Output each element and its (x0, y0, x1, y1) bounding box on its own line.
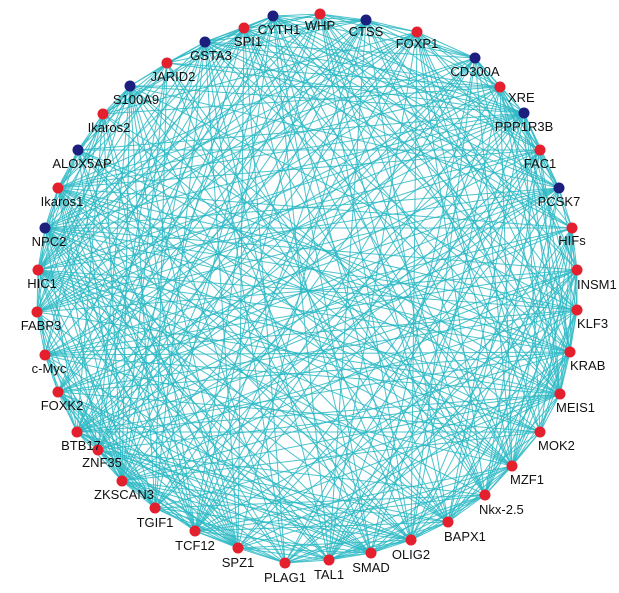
node-BTB17[interactable] (72, 427, 83, 438)
node-label-FAC1: FAC1 (524, 156, 557, 171)
node-label-NPC2: NPC2 (32, 234, 67, 249)
edge-Nkx-2.5-GSTA3 (205, 42, 485, 495)
node-label-INSM1: INSM1 (577, 277, 617, 292)
node-label-TAL1: TAL1 (314, 567, 344, 582)
node-label-ALOX5AP: ALOX5AP (52, 156, 111, 171)
node-INSM1[interactable] (572, 265, 583, 276)
node-label-TCF12: TCF12 (175, 538, 215, 553)
node-KRAB[interactable] (565, 347, 576, 358)
node-MEIS1[interactable] (555, 389, 566, 400)
node-label-PLAG1: PLAG1 (264, 570, 306, 585)
node-ALOX5AP[interactable] (73, 145, 84, 156)
node-FAC1[interactable] (535, 145, 546, 156)
node-FOXK2[interactable] (53, 387, 64, 398)
node-TGIF1[interactable] (150, 503, 161, 514)
node-SPZ1[interactable] (233, 543, 244, 554)
node-label-CYTH1: CYTH1 (258, 22, 301, 37)
node-label-TGIF1: TGIF1 (137, 515, 174, 530)
node-label-JARID2: JARID2 (151, 69, 196, 84)
node-label-SMAD: SMAD (352, 560, 390, 575)
node-PLAG1[interactable] (280, 558, 291, 569)
node-label-FABP3: FABP3 (21, 318, 61, 333)
node-SPI1[interactable] (239, 23, 250, 34)
node-label-S100A9: S100A9 (113, 92, 159, 107)
node-XRE[interactable] (495, 82, 506, 93)
node-JARID2[interactable] (162, 58, 173, 69)
node-PCSK7[interactable] (554, 183, 565, 194)
node-KLF3[interactable] (572, 305, 583, 316)
node-Ikaros2[interactable] (98, 109, 109, 120)
node-Ikaros1[interactable] (53, 183, 64, 194)
node-label-CD300A: CD300A (450, 64, 499, 79)
node-label-HIFs: HIFs (558, 233, 586, 248)
node-label-KRAB: KRAB (570, 358, 605, 373)
edge-PLAG1-FOXK2 (58, 392, 285, 563)
node-CD300A[interactable] (470, 53, 481, 64)
node-label-OLIG2: OLIG2 (392, 547, 430, 562)
node-TAL1[interactable] (324, 555, 335, 566)
node-label-KLF3: KLF3 (577, 316, 608, 331)
node-label-GSTA3: GSTA3 (190, 48, 232, 63)
edge-FOXP1-TCF12 (195, 32, 417, 531)
node-label-ZNF35: ZNF35 (82, 455, 122, 470)
node-label-XRE: XRE (508, 90, 535, 105)
node-HIFs[interactable] (567, 223, 578, 234)
node-label-CTSS: CTSS (349, 24, 384, 39)
node-BAPX1[interactable] (443, 517, 454, 528)
node-label-Nkx-2.5: Nkx-2.5 (479, 502, 524, 517)
edge-BAPX1-ALOX5AP (78, 150, 448, 522)
node-PPP1R3B[interactable] (519, 108, 530, 119)
node-NPC2[interactable] (40, 223, 51, 234)
node-label-FOXP1: FOXP1 (396, 36, 439, 51)
node-c-Myc[interactable] (40, 350, 51, 361)
edge-Nkx-2.5-JARID2 (167, 63, 485, 495)
node-HIC1[interactable] (33, 265, 44, 276)
node-S100A9[interactable] (125, 81, 136, 92)
node-label-MZF1: MZF1 (510, 472, 544, 487)
node-label-FOXK2: FOXK2 (41, 398, 84, 413)
node-ZKSCAN3[interactable] (117, 476, 128, 487)
node-MZF1[interactable] (507, 461, 518, 472)
node-label-MEIS1: MEIS1 (556, 400, 595, 415)
edge-HIC1-SPI1 (38, 28, 244, 270)
node-label-BTB17: BTB17 (61, 438, 101, 453)
node-label-BAPX1: BAPX1 (444, 529, 486, 544)
node-OLIG2[interactable] (406, 535, 417, 546)
node-CYTH1[interactable] (268, 11, 279, 22)
node-MOK2[interactable] (535, 427, 546, 438)
node-FABP3[interactable] (32, 307, 43, 318)
node-label-HIC1: HIC1 (27, 276, 57, 291)
node-label-ZKSCAN3: ZKSCAN3 (94, 487, 154, 502)
node-GSTA3[interactable] (200, 37, 211, 48)
node-Nkx-2.5[interactable] (480, 490, 491, 501)
node-label-SPZ1: SPZ1 (222, 555, 255, 570)
node-label-MOK2: MOK2 (538, 438, 575, 453)
edge-MOK2-S100A9 (130, 86, 540, 432)
node-TCF12[interactable] (190, 526, 201, 537)
node-SMAD[interactable] (366, 548, 377, 559)
node-label-Ikaros1: Ikaros1 (41, 194, 84, 209)
node-label-Ikaros2: Ikaros2 (88, 120, 131, 135)
node-label-PCSK7: PCSK7 (538, 194, 581, 209)
node-label-c-Myc: c-Myc (32, 361, 67, 376)
edge-TGIF1-CYTH1 (155, 16, 273, 508)
node-label-PPP1R3B: PPP1R3B (495, 119, 554, 134)
node-label-WHP: WHP (305, 18, 335, 33)
